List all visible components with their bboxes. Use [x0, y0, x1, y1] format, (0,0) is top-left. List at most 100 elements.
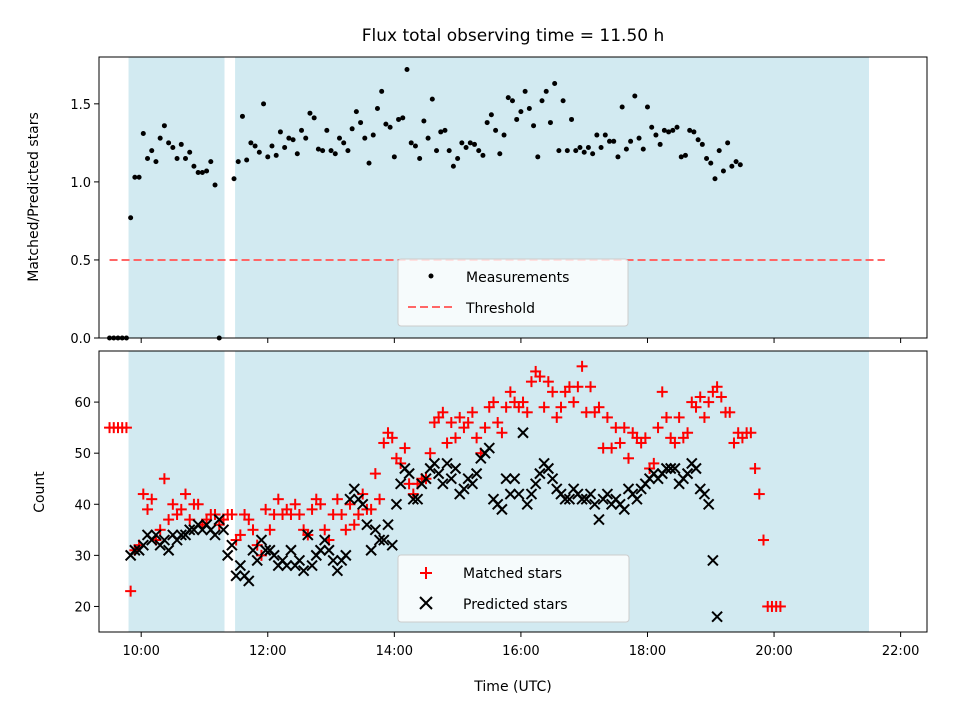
chart-title: Flux total observing time = 11.50 h [362, 26, 665, 46]
x-tick-label: 16:00 [502, 644, 539, 659]
matched-star-point [547, 386, 559, 398]
predicted-star-point [466, 478, 479, 490]
measurement-point [737, 162, 743, 168]
matched-star-point [319, 524, 331, 536]
bottom-observing-windows [128, 351, 869, 632]
measurement-point [547, 120, 553, 126]
predicted-star-point [707, 554, 719, 567]
matched-star-point [247, 524, 259, 536]
measurement-point [687, 127, 693, 133]
measurement-point [248, 140, 254, 146]
predicted-star-point [584, 488, 597, 500]
matched-star-point [163, 514, 175, 526]
predicted-star-point [184, 524, 196, 536]
matched-star-point [572, 381, 584, 393]
top-y-axis-label: Matched/Predicted stars [26, 112, 42, 282]
predicted-star-point [365, 544, 377, 556]
measurement-point [417, 155, 423, 161]
matched-star-point [753, 488, 765, 500]
measurement-point [581, 149, 587, 155]
matched-star-point [386, 432, 398, 444]
measurement-point [564, 148, 570, 154]
measurement-point [678, 154, 684, 160]
measurement-point [379, 88, 385, 94]
matched-star-point [682, 427, 694, 439]
measurement-point [476, 148, 482, 154]
predicted-star-point [660, 462, 673, 475]
matched-star-point [243, 514, 255, 526]
y-tick-label: 0.5 [70, 254, 91, 269]
predicted-star-point [589, 498, 601, 510]
matched-star-point [315, 498, 327, 510]
measurement-point [239, 113, 245, 119]
matched-star-point [774, 600, 786, 612]
predicted-star-point [711, 610, 723, 623]
matched-star-point [306, 503, 318, 515]
matched-star-point [374, 493, 386, 505]
measurement-point [370, 132, 376, 138]
matched-star-point [466, 406, 478, 418]
predicted-star-point [483, 442, 495, 454]
predicted-star-point [129, 544, 141, 556]
measurement-point [366, 160, 372, 166]
matched-star-point [369, 468, 381, 480]
measurement-point [412, 143, 418, 149]
measurement-point [598, 145, 604, 151]
measurement-point [294, 151, 300, 157]
measurement-point [472, 141, 478, 147]
matched-star-point [648, 457, 660, 469]
measurement-point [455, 155, 461, 161]
matched-star-point [462, 417, 474, 429]
measurement-point [619, 104, 625, 110]
measurement-point [328, 148, 334, 154]
measurement-point [400, 115, 406, 121]
predicted-star-point [420, 473, 432, 485]
matched-star-point [568, 396, 580, 408]
matched-star-point [293, 508, 305, 520]
measurement-point [157, 135, 163, 141]
matched-star-point [745, 427, 757, 439]
measurement-point [387, 124, 393, 130]
observing-window [128, 351, 225, 632]
predicted-star-point [323, 544, 335, 556]
matched-star-point [492, 417, 504, 429]
predicted-star-point [234, 559, 247, 572]
predicted-star-point [517, 427, 529, 439]
measurement-point [345, 148, 351, 154]
predicted-star-point [327, 554, 339, 567]
matched-star-point [656, 386, 668, 398]
measurement-point [161, 123, 167, 129]
y-tick-label: 50 [74, 447, 91, 462]
predicted-star-point [441, 457, 453, 470]
measurement-point [256, 149, 262, 155]
measurement-point [569, 116, 575, 122]
measurement-point [140, 130, 146, 136]
predicted-star-point [386, 539, 398, 551]
matched-star-point [471, 432, 483, 444]
predicted-star-point [432, 467, 445, 480]
y-tick-label: 60 [74, 396, 91, 411]
x-tick-label: 20:00 [755, 644, 792, 659]
measurement-point [552, 81, 558, 87]
measurement-point [273, 152, 279, 158]
predicted-star-point [213, 513, 225, 526]
measurement-point [535, 154, 541, 160]
predicted-stars-points [124, 427, 723, 623]
predicted-star-point [576, 493, 588, 505]
matched-star-point [454, 411, 466, 423]
matched-star-point [749, 463, 761, 475]
measurement-point [543, 88, 549, 94]
predicted-star-point [281, 559, 293, 572]
measurement-point [649, 124, 655, 130]
measurement-point [362, 135, 368, 141]
measurement-point [425, 135, 431, 141]
measurement-point [636, 135, 642, 141]
matched-star-point [264, 524, 276, 536]
measurement-point [153, 159, 159, 165]
measurement-point [191, 163, 197, 169]
predicted-star-point [529, 478, 542, 490]
measurement-point [320, 148, 326, 154]
matched-star-point [487, 396, 499, 408]
matched-star-point [711, 381, 723, 393]
measurement-point [699, 141, 705, 147]
